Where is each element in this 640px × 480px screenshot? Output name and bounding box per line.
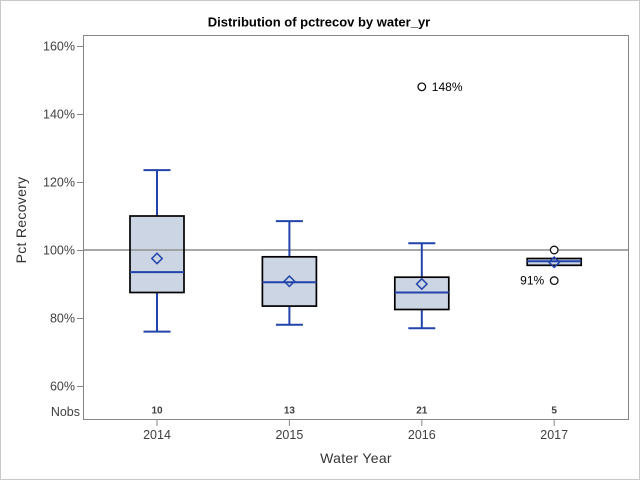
outlier-circle	[417, 82, 427, 92]
chart-title: Distribution of pctrecov by water_yr	[208, 15, 431, 30]
x-tick-label: 2016	[408, 428, 436, 442]
x-axis-title: Water Year	[320, 450, 392, 466]
outlier-value-label: 91%	[520, 274, 544, 288]
nobs-value: 5	[551, 406, 557, 417]
y-tick-label: 160%	[43, 40, 75, 54]
y-tick-label: 60%	[50, 380, 75, 394]
box-outline-2014	[129, 215, 185, 294]
y-tick-label: 100%	[43, 244, 75, 258]
box-marks-layer: 148% 91%	[129, 80, 583, 333]
plot-frame	[83, 35, 629, 420]
outlier-value-label: 148%	[432, 80, 463, 94]
x-tick-label: 2017	[540, 428, 568, 442]
y-tick-label: 120%	[43, 176, 75, 190]
x-tick-label: 2014	[143, 428, 171, 442]
nobs-value: 10	[151, 406, 163, 417]
nobs-value: 21	[416, 406, 428, 417]
mean-diamond	[415, 277, 429, 291]
y-axis-title: Pct Recovery	[13, 177, 29, 264]
mean-diamond	[283, 275, 296, 288]
plot-frame-layer: 160% 140% 120% 100% 80% 60% 2014 10 2015 13 2016 21…	[43, 35, 629, 442]
x-tick-label: 2015	[275, 428, 303, 442]
y-tick-label: 80%	[50, 312, 75, 326]
nobs-row-header: Nobs	[51, 405, 80, 419]
outlier-circle	[549, 245, 559, 255]
nobs-value: 13	[284, 406, 296, 417]
mean-diamond	[150, 252, 164, 265]
outlier-circle	[549, 276, 559, 286]
y-tick-label: 140%	[43, 108, 75, 122]
mean-diamond	[547, 255, 561, 269]
